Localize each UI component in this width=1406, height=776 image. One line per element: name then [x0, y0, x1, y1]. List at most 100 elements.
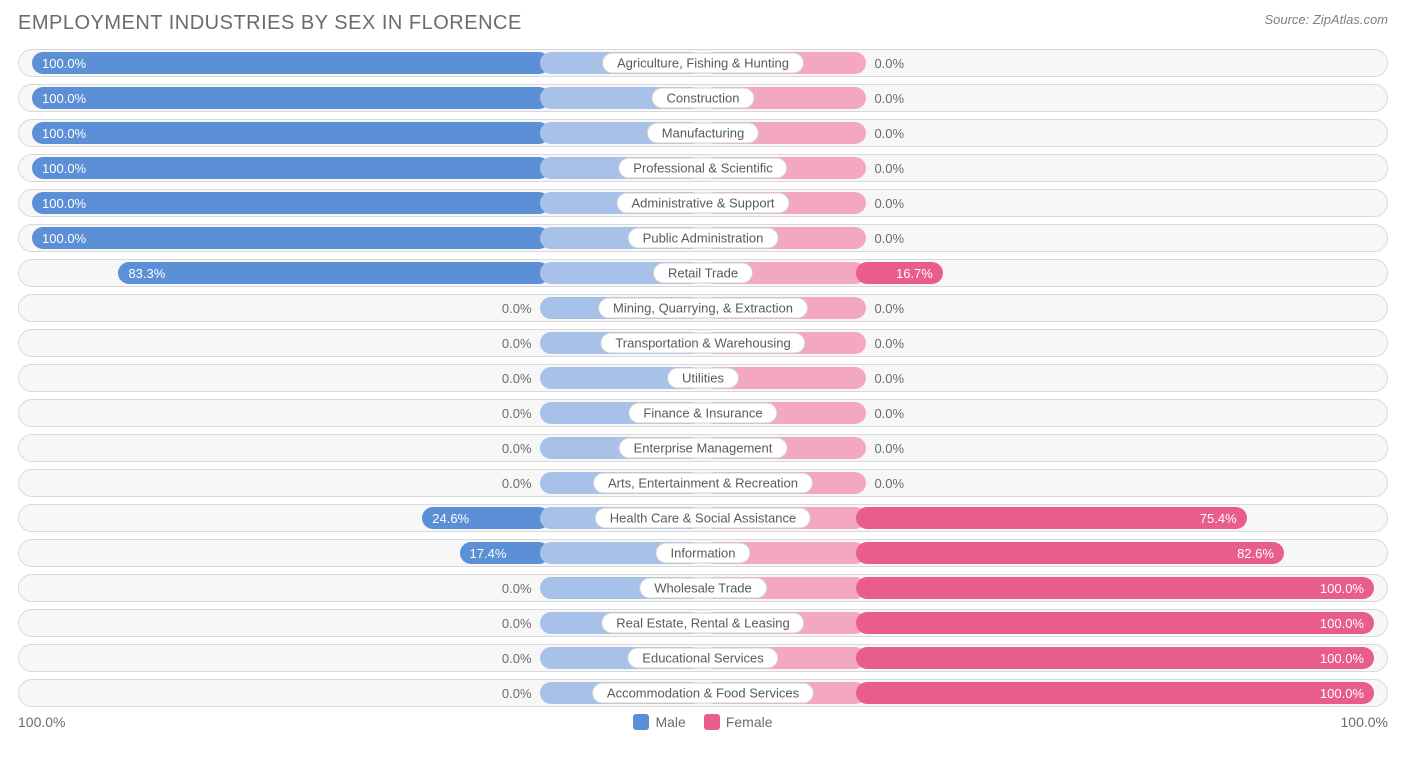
male-value: 17.4%	[470, 546, 507, 561]
row-label: Arts, Entertainment & Recreation	[593, 473, 813, 494]
male-bar: 100.0%	[32, 52, 550, 74]
male-value: 100.0%	[42, 56, 86, 71]
male-value: 0.0%	[494, 581, 540, 596]
chart-row: 0.0%0.0%Finance & Insurance	[18, 399, 1388, 427]
female-value: 0.0%	[866, 371, 912, 386]
male-value: 100.0%	[42, 231, 86, 246]
male-value: 100.0%	[42, 161, 86, 176]
female-value: 82.6%	[1237, 546, 1274, 561]
male-value: 0.0%	[494, 616, 540, 631]
chart-row: 0.0% 100.0% Wholesale Trade	[18, 574, 1388, 602]
female-value: 0.0%	[866, 126, 912, 141]
female-value: 0.0%	[866, 301, 912, 316]
row-label: Administrative & Support	[616, 193, 789, 214]
female-value: 0.0%	[866, 441, 912, 456]
chart-row: 0.0% 100.0% Educational Services	[18, 644, 1388, 672]
axis-left-label: 100.0%	[18, 714, 65, 730]
row-label: Wholesale Trade	[639, 578, 767, 599]
row-label: Information	[655, 543, 750, 564]
legend-female: Female	[704, 714, 773, 730]
chart-row: 0.0% 0.0% Enterprise Management	[18, 434, 1388, 462]
male-value: 0.0%	[494, 371, 540, 386]
chart-source: Source: ZipAtlas.com	[1264, 12, 1388, 27]
axis-right-label: 100.0%	[1341, 714, 1388, 730]
male-bar: 24.6%	[422, 507, 549, 529]
female-bar: 100.0%	[856, 612, 1374, 634]
female-value: 100.0%	[1320, 581, 1364, 596]
chart-row: 0.0% 0.0% Arts, Entertainment & Recreation	[18, 469, 1388, 497]
row-label: Mining, Quarrying, & Extraction	[598, 298, 808, 319]
row-label: Professional & Scientific	[618, 158, 787, 179]
chart-header: EMPLOYMENT INDUSTRIES BY SEX IN FLORENCE…	[18, 12, 1388, 35]
male-bar: 100.0%	[32, 227, 550, 249]
row-label: Educational Services	[627, 648, 778, 669]
female-value: 100.0%	[1320, 616, 1364, 631]
male-value: 0.0%	[494, 336, 540, 351]
row-label: Accommodation & Food Services	[592, 683, 814, 704]
chart-row: 100.0% 0.0% Professional & Scientific	[18, 154, 1388, 182]
legend-male-swatch	[633, 714, 649, 730]
female-bar: 100.0%	[856, 647, 1374, 669]
male-bar: 83.3%	[118, 262, 549, 284]
row-label: Transportation & Warehousing	[600, 333, 805, 354]
female-value: 0.0%	[866, 231, 912, 246]
row-label: Public Administration	[628, 228, 779, 249]
female-value: 0.0%	[866, 476, 912, 491]
chart-row: 17.4% 82.6% Information	[18, 539, 1388, 567]
female-value: 100.0%	[1320, 651, 1364, 666]
chart-row: 100.0% 0.0% Administrative & Support	[18, 189, 1388, 217]
row-label: Construction	[652, 88, 755, 109]
chart-body: 100.0% 0.0% Agriculture, Fishing & Hunting…	[18, 49, 1388, 707]
male-value: 100.0%	[42, 126, 86, 141]
chart-title: EMPLOYMENT INDUSTRIES BY SEX IN FLORENCE	[18, 12, 522, 35]
row-label: Finance & Insurance	[628, 403, 777, 424]
male-value: 0.0%	[494, 476, 540, 491]
chart-row: 0.0% 100.0% Real Estate, Rental & Leasing	[18, 609, 1388, 637]
row-label: Retail Trade	[653, 263, 753, 284]
chart-row: 0.0% 0.0% Mining, Quarrying, & Extraction	[18, 294, 1388, 322]
male-value: 0.0%	[494, 301, 540, 316]
chart-row: 100.0%0.0%Manufacturing	[18, 119, 1388, 147]
female-value: 16.7%	[896, 266, 933, 281]
legend-female-swatch	[704, 714, 720, 730]
female-value: 75.4%	[1200, 511, 1237, 526]
female-value: 0.0%	[866, 336, 912, 351]
male-value: 100.0%	[42, 196, 86, 211]
chart-row: 83.3% 16.7% Retail Trade	[18, 259, 1388, 287]
male-value: 100.0%	[42, 91, 86, 106]
female-value: 0.0%	[866, 406, 912, 421]
legend-female-label: Female	[726, 714, 773, 730]
male-bar: 100.0%	[32, 87, 550, 109]
female-value: 0.0%	[866, 196, 912, 211]
row-label: Enterprise Management	[619, 438, 788, 459]
chart-row: 100.0% 0.0% Agriculture, Fishing & Hunting	[18, 49, 1388, 77]
legend-male-label: Male	[655, 714, 685, 730]
chart-row: 100.0% 0.0% Construction	[18, 84, 1388, 112]
legend-male: Male	[633, 714, 685, 730]
female-bar: 100.0%	[856, 682, 1374, 704]
row-label: Agriculture, Fishing & Hunting	[602, 53, 804, 74]
male-bar: 100.0%	[32, 192, 550, 214]
female-bar: 16.7%	[856, 262, 942, 284]
female-bar: 100.0%	[856, 577, 1374, 599]
chart-row: 0.0% 0.0% Utilities	[18, 364, 1388, 392]
legend: Male Female	[633, 714, 772, 730]
chart-row: 24.6% 75.4% Health Care & Social Assistanc…	[18, 504, 1388, 532]
row-label: Utilities	[667, 368, 739, 389]
chart-row: 0.0%100.0%Accommodation & Food Services	[18, 679, 1388, 707]
male-value: 24.6%	[432, 511, 469, 526]
female-value: 0.0%	[866, 56, 912, 71]
female-value: 100.0%	[1320, 686, 1364, 701]
male-bar: 17.4%	[460, 542, 550, 564]
row-label: Real Estate, Rental & Leasing	[601, 613, 804, 634]
chart-row: 0.0% 0.0% Transportation & Warehousing	[18, 329, 1388, 357]
female-value: 0.0%	[866, 161, 912, 176]
male-value: 0.0%	[494, 441, 540, 456]
row-label: Health Care & Social Assistance	[595, 508, 811, 529]
female-bar: 75.4%	[856, 507, 1246, 529]
male-bar: 100.0%	[32, 122, 550, 144]
male-value: 83.3%	[128, 266, 165, 281]
female-value: 0.0%	[866, 91, 912, 106]
chart-row: 100.0% 0.0% Public Administration	[18, 224, 1388, 252]
male-value: 0.0%	[494, 651, 540, 666]
